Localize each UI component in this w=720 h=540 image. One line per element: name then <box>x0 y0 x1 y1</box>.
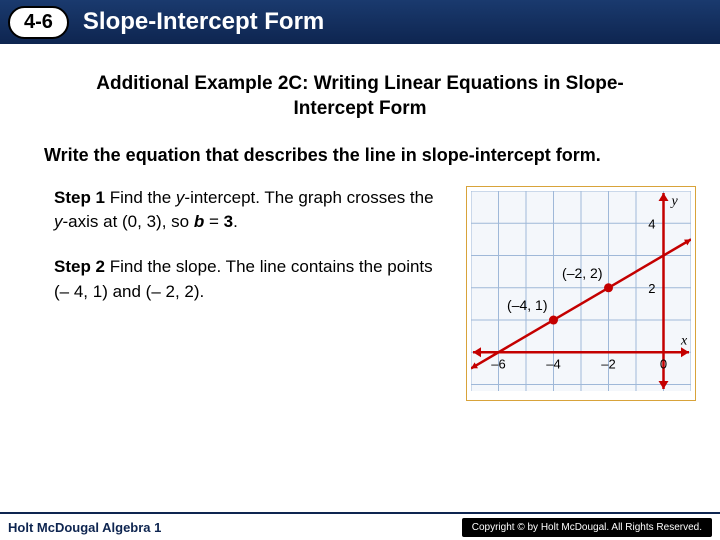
step-1-text-c: -axis at (0, 3), so <box>63 212 194 231</box>
lesson-badge: 4-6 <box>8 6 69 39</box>
step-1-text-a: Find the <box>105 188 176 207</box>
content-area: Additional Example 2C: Writing Linear Eq… <box>0 44 720 401</box>
prompt-text: Write the equation that describes the li… <box>44 143 686 167</box>
step-1-var-b: y <box>54 212 63 231</box>
svg-text:(–2, 2): (–2, 2) <box>562 264 602 280</box>
svg-text:–4: –4 <box>546 356 560 371</box>
svg-text:(–4, 1): (–4, 1) <box>507 297 547 313</box>
footer: Holt McDougal Algebra 1 Copyright © by H… <box>0 512 720 540</box>
graph-svg: –6 –4 –2 0 2 4 x y (–4, 1) (–2, 2) <box>471 191 691 391</box>
step-1-text-d: = <box>204 212 223 231</box>
header-title: Slope-Intercept Form <box>83 8 324 36</box>
step-2: Step 2 Find the slope. The line contains… <box>54 255 452 304</box>
svg-text:–6: –6 <box>491 356 505 371</box>
svg-text:2: 2 <box>648 280 655 295</box>
step-1-bold-var: b <box>194 212 204 231</box>
graph-container: –6 –4 –2 0 2 4 x y (–4, 1) (–2, 2) <box>466 186 696 401</box>
footer-left: Holt McDougal Algebra 1 <box>8 520 161 535</box>
step-1-bold-val: 3 <box>224 212 233 231</box>
step-1-text-b: -intercept. The graph crosses the <box>184 188 433 207</box>
step-2-text: Find the slope. The line contains the po… <box>54 257 433 301</box>
footer-right: Copyright © by Holt McDougal. All Rights… <box>462 518 712 537</box>
example-title: Additional Example 2C: Writing Linear Eq… <box>64 72 656 121</box>
steps-column: Step 1 Find the y -intercept. The graph c… <box>54 186 452 401</box>
svg-text:0: 0 <box>660 356 667 371</box>
svg-text:x: x <box>680 333 688 348</box>
step-1-text-e: . <box>233 212 238 231</box>
body-row: Step 1 Find the y -intercept. The graph c… <box>24 186 696 401</box>
svg-text:–2: –2 <box>601 356 615 371</box>
svg-text:4: 4 <box>648 216 655 231</box>
header-bar: 4-6 Slope-Intercept Form <box>0 0 720 44</box>
step-1-label: Step 1 <box>54 188 105 207</box>
step-1: Step 1 Find the y -intercept. The graph c… <box>54 186 452 235</box>
step-2-label: Step 2 <box>54 257 105 276</box>
svg-text:y: y <box>670 194 679 209</box>
